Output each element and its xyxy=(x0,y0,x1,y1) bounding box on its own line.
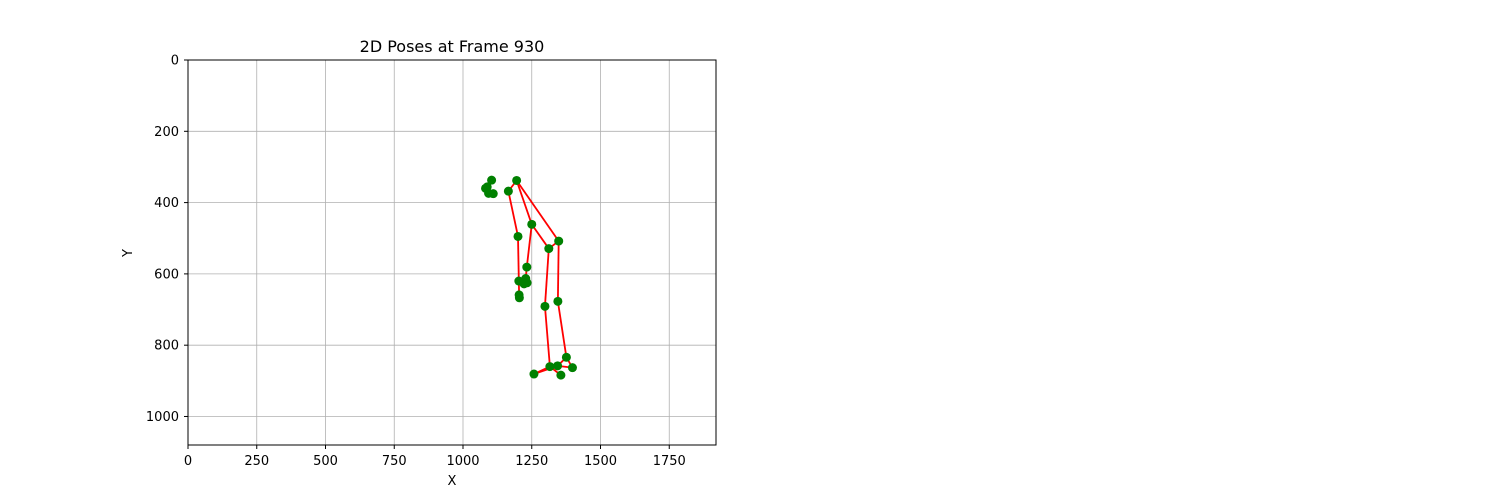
x-axis-label: X xyxy=(448,474,457,489)
skeleton-line xyxy=(525,224,533,268)
keypoint-marker xyxy=(514,293,524,303)
skeleton-line xyxy=(544,306,551,367)
y-tick-label: 1000 xyxy=(146,410,179,425)
keypoint-marker xyxy=(540,301,550,311)
y-tick-label: 600 xyxy=(154,267,179,282)
keypoint-marker xyxy=(503,186,513,196)
keypoint-marker xyxy=(561,352,571,362)
x-tick-label: 1500 xyxy=(584,454,617,469)
chart-title: 2D Poses at Frame 930 xyxy=(360,37,545,56)
keypoint-marker xyxy=(544,244,554,254)
keypoint-marker xyxy=(567,363,577,373)
keypoint-marker xyxy=(554,236,564,246)
x-tick-label: 1250 xyxy=(515,454,548,469)
keypoint-marker xyxy=(553,361,563,371)
x-tick-label: 1000 xyxy=(446,454,479,469)
y-tick-label: 400 xyxy=(154,196,179,211)
skeleton-line xyxy=(517,236,520,282)
plot-area: 0 250 500 750 1000 1250 1500 1750 0 200 400 600 800 1… xyxy=(146,54,717,469)
keypoint-marker xyxy=(527,219,537,229)
keypoint-marker xyxy=(556,370,566,380)
y-tick-label: 200 xyxy=(154,125,179,140)
axes-frame xyxy=(187,59,717,446)
skeleton-line xyxy=(544,248,550,307)
keypoint-marker xyxy=(513,231,523,241)
skeleton-line xyxy=(515,179,560,242)
keypoint-marker xyxy=(488,189,498,199)
y-tick-label: 0 xyxy=(171,54,179,69)
x-tick-label: 750 xyxy=(382,454,407,469)
keypoint-marker xyxy=(522,262,532,272)
keypoint-marker xyxy=(529,369,539,379)
x-tick-label: 250 xyxy=(244,454,269,469)
keypoint-marker xyxy=(553,296,563,306)
y-tick-label: 800 xyxy=(154,339,179,354)
skeleton-line xyxy=(556,241,560,302)
skeleton-line xyxy=(556,301,568,358)
skeleton-line xyxy=(531,223,550,250)
keypoint-marker xyxy=(512,175,522,185)
keypoint-marker xyxy=(487,175,497,185)
skeleton-line xyxy=(515,180,533,225)
y-axis-label: Y xyxy=(121,249,136,258)
x-tick-label: 1750 xyxy=(653,454,686,469)
keypoint-marker xyxy=(514,276,524,286)
skeleton-line xyxy=(507,190,519,237)
keypoint-marker xyxy=(545,362,555,372)
x-tick-label: 500 xyxy=(313,454,338,469)
x-tick-label: 0 xyxy=(184,454,192,469)
